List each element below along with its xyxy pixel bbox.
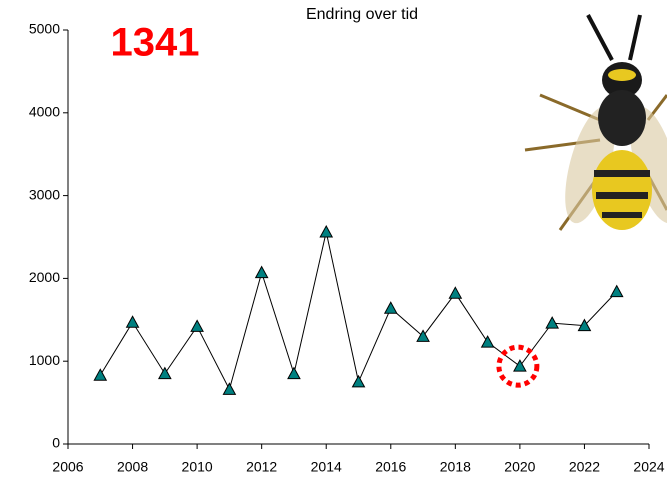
x-tick-label: 2020 <box>504 459 535 475</box>
y-tick-label: 4000 <box>29 104 60 120</box>
marker <box>351 374 366 388</box>
x-tick-label: 2024 <box>633 459 664 475</box>
x-tick-label: 2014 <box>311 459 342 475</box>
x-tick-label: 2006 <box>52 459 83 475</box>
wasp-illustration <box>524 14 667 231</box>
x-tick-label: 2022 <box>569 459 600 475</box>
marker <box>287 366 301 380</box>
marker <box>416 329 430 342</box>
marker <box>383 301 398 314</box>
marker <box>190 319 204 332</box>
marker <box>125 315 140 328</box>
y-tick-label: 1000 <box>29 352 60 368</box>
x-tick-label: 2016 <box>375 459 406 475</box>
x-tick-label: 2018 <box>440 459 471 475</box>
marker <box>609 284 624 298</box>
highlight-circle <box>496 344 540 388</box>
chart-title: Endring over tid <box>306 6 418 23</box>
y-tick-label: 5000 <box>29 21 60 37</box>
y-tick-label: 3000 <box>29 186 60 202</box>
annotation: 1341 <box>111 21 200 65</box>
marker <box>254 265 269 279</box>
marker <box>157 366 172 380</box>
marker <box>93 368 108 381</box>
y-tick-label: 2000 <box>29 269 60 285</box>
x-tick-label: 2008 <box>117 459 148 475</box>
marker <box>577 318 592 332</box>
marker <box>513 359 527 372</box>
marker <box>480 335 495 348</box>
marker <box>319 224 334 238</box>
y-tick-label: 0 <box>52 435 60 451</box>
x-tick-label: 2010 <box>182 459 213 475</box>
marker <box>222 382 237 395</box>
marker <box>448 286 463 299</box>
marker <box>545 316 560 329</box>
x-tick-label: 2012 <box>246 459 277 475</box>
